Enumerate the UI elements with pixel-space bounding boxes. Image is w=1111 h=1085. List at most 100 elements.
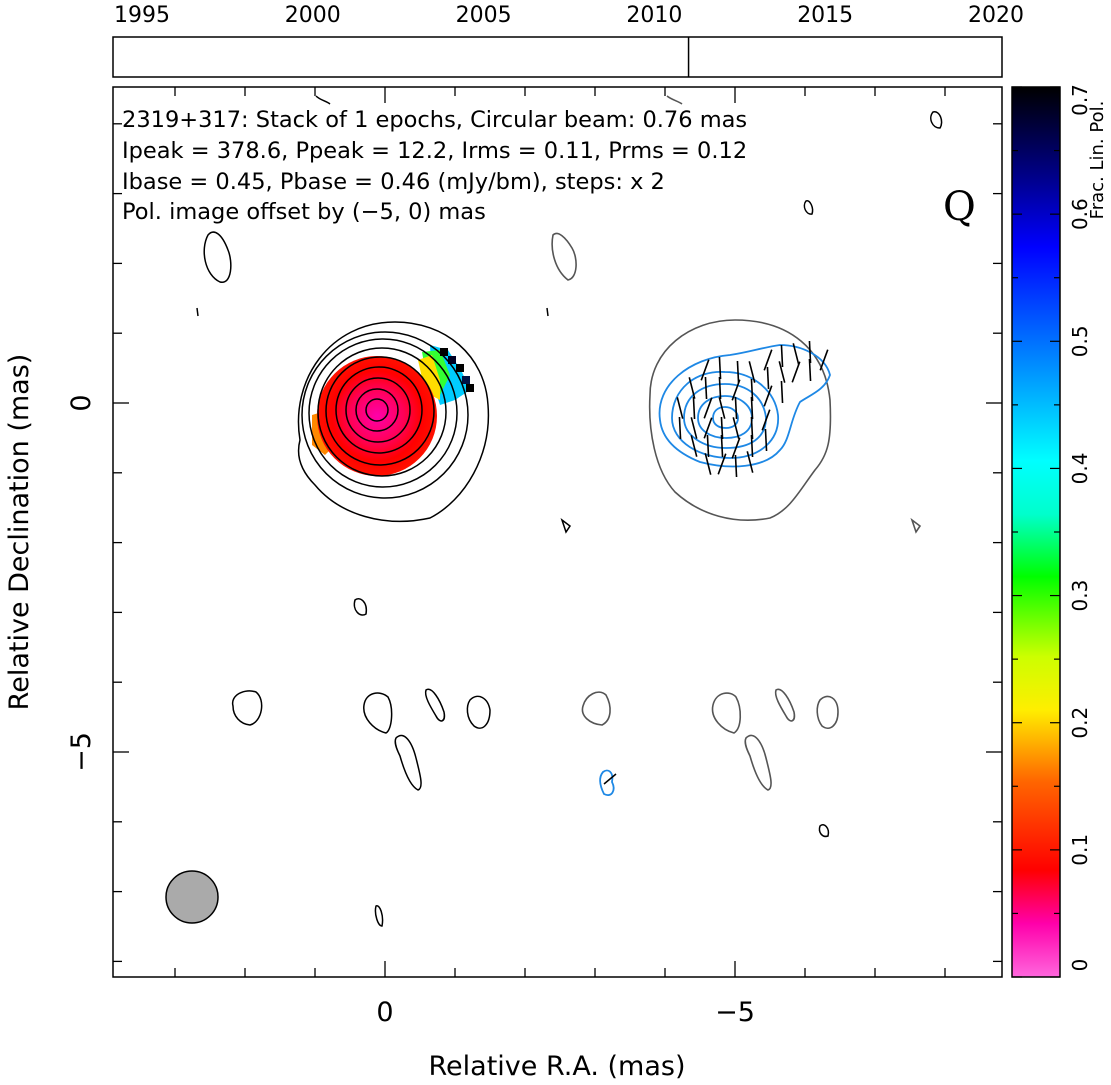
colorbar-tick-label: 0.7: [1068, 84, 1092, 116]
annotation-block: 2319+317: Stack of 1 epochs, Circular be…: [122, 107, 976, 230]
evpa-vector: [718, 397, 726, 419]
colorbar-tick-label: 0.1: [1068, 834, 1092, 866]
contour-level: [297, 321, 490, 523]
evpa-vector: [731, 379, 741, 401]
evpa-vector: [763, 349, 773, 371]
colorbar-tick-label: 0.3: [1068, 580, 1092, 612]
noise-contour: [196, 307, 199, 317]
evpa-vector: [761, 409, 771, 431]
frac-pol-pixel: [462, 376, 470, 384]
contour-level: [365, 398, 389, 422]
contour-level: [308, 338, 458, 488]
evpa-vector: [780, 344, 784, 368]
evpa-vector: [750, 378, 754, 402]
y-axis-label: Relative Declination (mas): [4, 354, 35, 711]
noise-contours-left: [196, 95, 943, 927]
evpa-vector: [736, 360, 740, 384]
beam-ellipse: [165, 870, 219, 924]
noise-contour: [353, 598, 368, 616]
noise-contour: [374, 905, 384, 927]
colorbar-label: Frac. Lin. Pol.: [1087, 101, 1108, 220]
x-tick-label: 0: [376, 997, 393, 1028]
evpa-vector: [750, 396, 754, 420]
noise-contour: [315, 95, 331, 105]
evpa-vector: [700, 359, 710, 381]
noise-contour: [546, 307, 549, 317]
colorbar-scale: [1011, 86, 1061, 978]
evpa-vector: [748, 361, 756, 383]
pol-offset-note: Pol. image offset by (−5, 0) mas: [122, 199, 486, 225]
colorbar-tick-labels: 0 0.1 0.2 0.3 0.4 0.5 0.6 0.7: [1068, 84, 1092, 971]
evpa-vector: [676, 397, 684, 419]
evpa-vector: [780, 380, 784, 404]
map-panel: 2319+317: Stack of 1 epochs, Circular be…: [4, 86, 1003, 1082]
noise-contour: [394, 734, 422, 791]
colorbar-tick-label: 0.6: [1068, 198, 1092, 230]
frac-pol-pixel: [448, 356, 456, 364]
noise-contour: [774, 688, 796, 722]
contour-level: [317, 347, 447, 477]
stokes-i-contours: [297, 321, 490, 523]
noise-contour: [711, 692, 742, 734]
evpa-vector: [732, 417, 740, 439]
noise-contour: [424, 688, 446, 722]
annotation-line: 2319+317: Stack of 1 epochs, Circular be…: [122, 107, 747, 133]
x-axis-label: Relative R.A. (mas): [429, 1051, 686, 1082]
evpa-vector: [692, 396, 696, 420]
evpa-vector: [763, 385, 773, 407]
colorbar-tick-label: 0: [1068, 959, 1092, 972]
y-tick-label: −5: [66, 732, 97, 772]
frac-pol-image: [312, 345, 474, 476]
contour-level: [335, 366, 423, 454]
pol-intensity-contours: [599, 344, 831, 796]
noise-contour: [910, 517, 922, 534]
x-tick-label: −5: [715, 997, 755, 1028]
noise-contour: [930, 111, 943, 129]
evpa-vector: [746, 451, 754, 473]
colorbar-tick-label: 0.2: [1068, 707, 1092, 739]
evpa-vector: [690, 435, 698, 457]
evpa-vector: [808, 358, 812, 382]
evpa-vector: [678, 416, 682, 440]
pol-base-contours: [551, 95, 922, 791]
evpa-vector: [717, 453, 727, 475]
timeline-year-label: 2010: [626, 3, 682, 28]
evpa-vector: [808, 340, 812, 364]
timeline-year-label: 2015: [797, 3, 853, 28]
evpa-vector: [720, 416, 724, 440]
pol-contour-level: [671, 371, 779, 459]
evpa-vector: [734, 396, 738, 420]
evpa-vector: [791, 361, 801, 383]
pol-base-contour: [648, 319, 832, 521]
frac-pol-edge-yellow: [418, 355, 440, 400]
pol-contour-level: [599, 769, 615, 796]
evpa-vector: [734, 454, 738, 478]
timeline-year-labels: 1995 2000 2005 2010 2015 2020: [114, 3, 1024, 28]
annotation-line: Ipeak = 378.6, Ppeak = 12.2, Irms = 0.11…: [122, 138, 747, 164]
noise-contour: [231, 690, 263, 726]
noise-contour: [203, 231, 232, 283]
evpa-vector: [778, 361, 786, 383]
evpa-vector: [703, 417, 713, 439]
contour-level: [301, 331, 469, 499]
evpa-vector: [688, 377, 696, 399]
axis-ticks: [113, 87, 1002, 977]
evpa-vector: [792, 343, 800, 365]
evpa-vector: [720, 434, 724, 458]
evpa-vector: [690, 417, 698, 439]
colorbar: 0 0.1 0.2 0.3 0.4 0.5 0.6 0.7 Frac. Lin.…: [1011, 84, 1108, 978]
colorbar-tick-label: 0.4: [1068, 453, 1092, 485]
frac-pol-pixel: [466, 384, 474, 392]
evpa-vectors: [676, 340, 829, 478]
noise-contour: [581, 691, 611, 726]
colorbar-ticks: [1012, 86, 1060, 978]
evpa-vector: [731, 437, 741, 459]
evpa-vector: [766, 366, 770, 390]
y-tick-labels: 0 −5: [66, 394, 97, 772]
evpa-vector: [764, 428, 768, 452]
evpa-vector: [706, 434, 710, 458]
timeline-year-label: 2020: [968, 3, 1024, 28]
evpa-vector: [819, 349, 829, 371]
timeline-year-label: 2000: [285, 3, 341, 28]
